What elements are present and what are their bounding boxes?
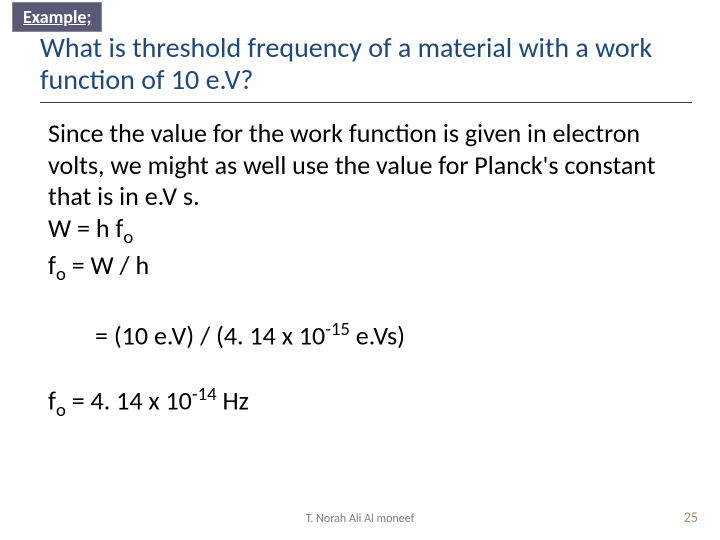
footer-author: T. Norah Ali Al moneef <box>0 512 720 526</box>
eq4-pre: f <box>48 385 56 417</box>
equation-1: W = h fo <box>48 213 680 250</box>
eq1-pre: W = h f <box>48 212 123 244</box>
eq4-sub: o <box>56 399 66 422</box>
eq1-sub: o <box>123 226 133 249</box>
equation-3: = (10 e.V) / (4. 14 x 10-15 e.Vs) <box>48 287 680 384</box>
eq4-sup: -14 <box>192 383 217 406</box>
eq2-post: = W / h <box>66 249 149 281</box>
solution-intro: Since the value for the work function is… <box>48 118 680 213</box>
question-underline <box>40 102 692 103</box>
eq4-mid: = 4. 14 x 10 <box>66 385 192 417</box>
eq2-sub: o <box>56 263 66 286</box>
eq3-post: e.Vs) <box>350 320 405 352</box>
example-badge: Example; <box>12 2 102 32</box>
eq2-pre: f <box>48 249 56 281</box>
eq3-pre: = (10 e.V) / (4. 14 x 10 <box>72 320 326 352</box>
eq3-sup: -15 <box>325 318 350 341</box>
question-text: What is threshold frequency of a materia… <box>40 32 680 96</box>
eq4-post: Hz <box>217 385 249 417</box>
equation-2: fo = W / h <box>48 250 680 287</box>
equation-4: fo = 4. 14 x 10-14 Hz <box>48 384 680 423</box>
solution-block: Since the value for the work function is… <box>48 118 680 423</box>
page-number: 25 <box>684 509 698 526</box>
